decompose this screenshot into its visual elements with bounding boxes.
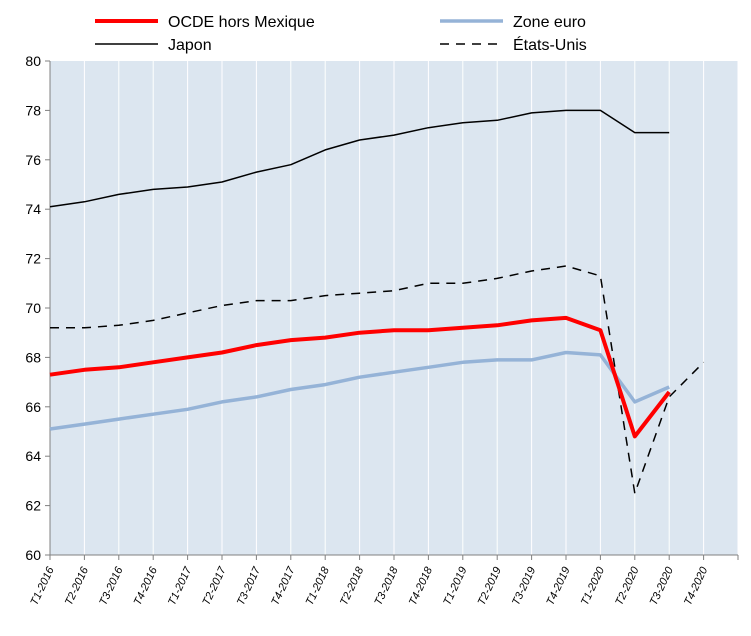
series-line [50, 265, 705, 495]
y-tick-label: 60 [25, 547, 41, 563]
x-tick-label: T1-2017 [166, 564, 195, 607]
x-tick-label: T3-2019 [510, 565, 538, 607]
x-tick-label: T1-2018 [304, 564, 333, 607]
x-tick-label: T3-2018 [373, 564, 402, 607]
gridlines [83, 61, 739, 555]
y-tick-label: 64 [25, 448, 41, 464]
y-tick-label: 68 [25, 349, 41, 365]
x-tick-label: T1-2020 [579, 564, 608, 607]
x-tick-label: T4-2019 [545, 565, 573, 607]
y-tick-label: 70 [25, 300, 41, 316]
legend-label-ocde: OCDE hors Mexique [168, 14, 315, 31]
y-tick-label: 62 [25, 498, 41, 514]
y-tick-label: 74 [25, 201, 41, 217]
x-tick-label: T4-2020 [682, 564, 711, 607]
y-axis: 60 62 64 66 68 70 72 74 76 78 80 [25, 53, 51, 563]
legend-label-zone-euro: Zone euro [513, 14, 586, 31]
x-tick-label: T2-2017 [201, 564, 230, 607]
x-tick-label: T3-2020 [648, 564, 677, 607]
x-tick-label: T1-2016 [29, 564, 58, 607]
x-tick-label: T4-2018 [407, 564, 436, 607]
legend-label-japon: Japon [168, 37, 212, 54]
y-tick-label: 72 [25, 251, 41, 267]
series-lines [49, 109, 705, 495]
x-tick-label: T4-2016 [132, 564, 161, 607]
x-tick-label: T2-2019 [476, 565, 504, 607]
x-tick-label: T4-2017 [269, 564, 298, 607]
y-tick-label: 76 [25, 152, 41, 168]
legend: OCDE hors Mexique Zone euro Japon États-… [95, 14, 587, 54]
x-tick-label: T2-2018 [338, 564, 367, 607]
series-line [49, 109, 670, 208]
series-line [49, 350, 670, 431]
x-tick-label: T3-2017 [235, 564, 264, 607]
x-tick-label: T2-2016 [63, 564, 92, 607]
y-tick-label: 80 [25, 53, 41, 69]
y-tick-label: 78 [25, 102, 41, 118]
x-tick-label: T3-2016 [97, 564, 126, 607]
x-tick-label: T1-2019 [441, 565, 469, 607]
legend-label-etats-unis: États-Unis [513, 35, 587, 54]
series-line [49, 315, 671, 439]
x-tick-label: T2-2020 [613, 564, 642, 607]
y-tick-label: 66 [25, 399, 41, 415]
x-axis: T1-2016 T2-2016 T3-2016 T4-2016 T1-2017 T2-20… [29, 554, 739, 607]
